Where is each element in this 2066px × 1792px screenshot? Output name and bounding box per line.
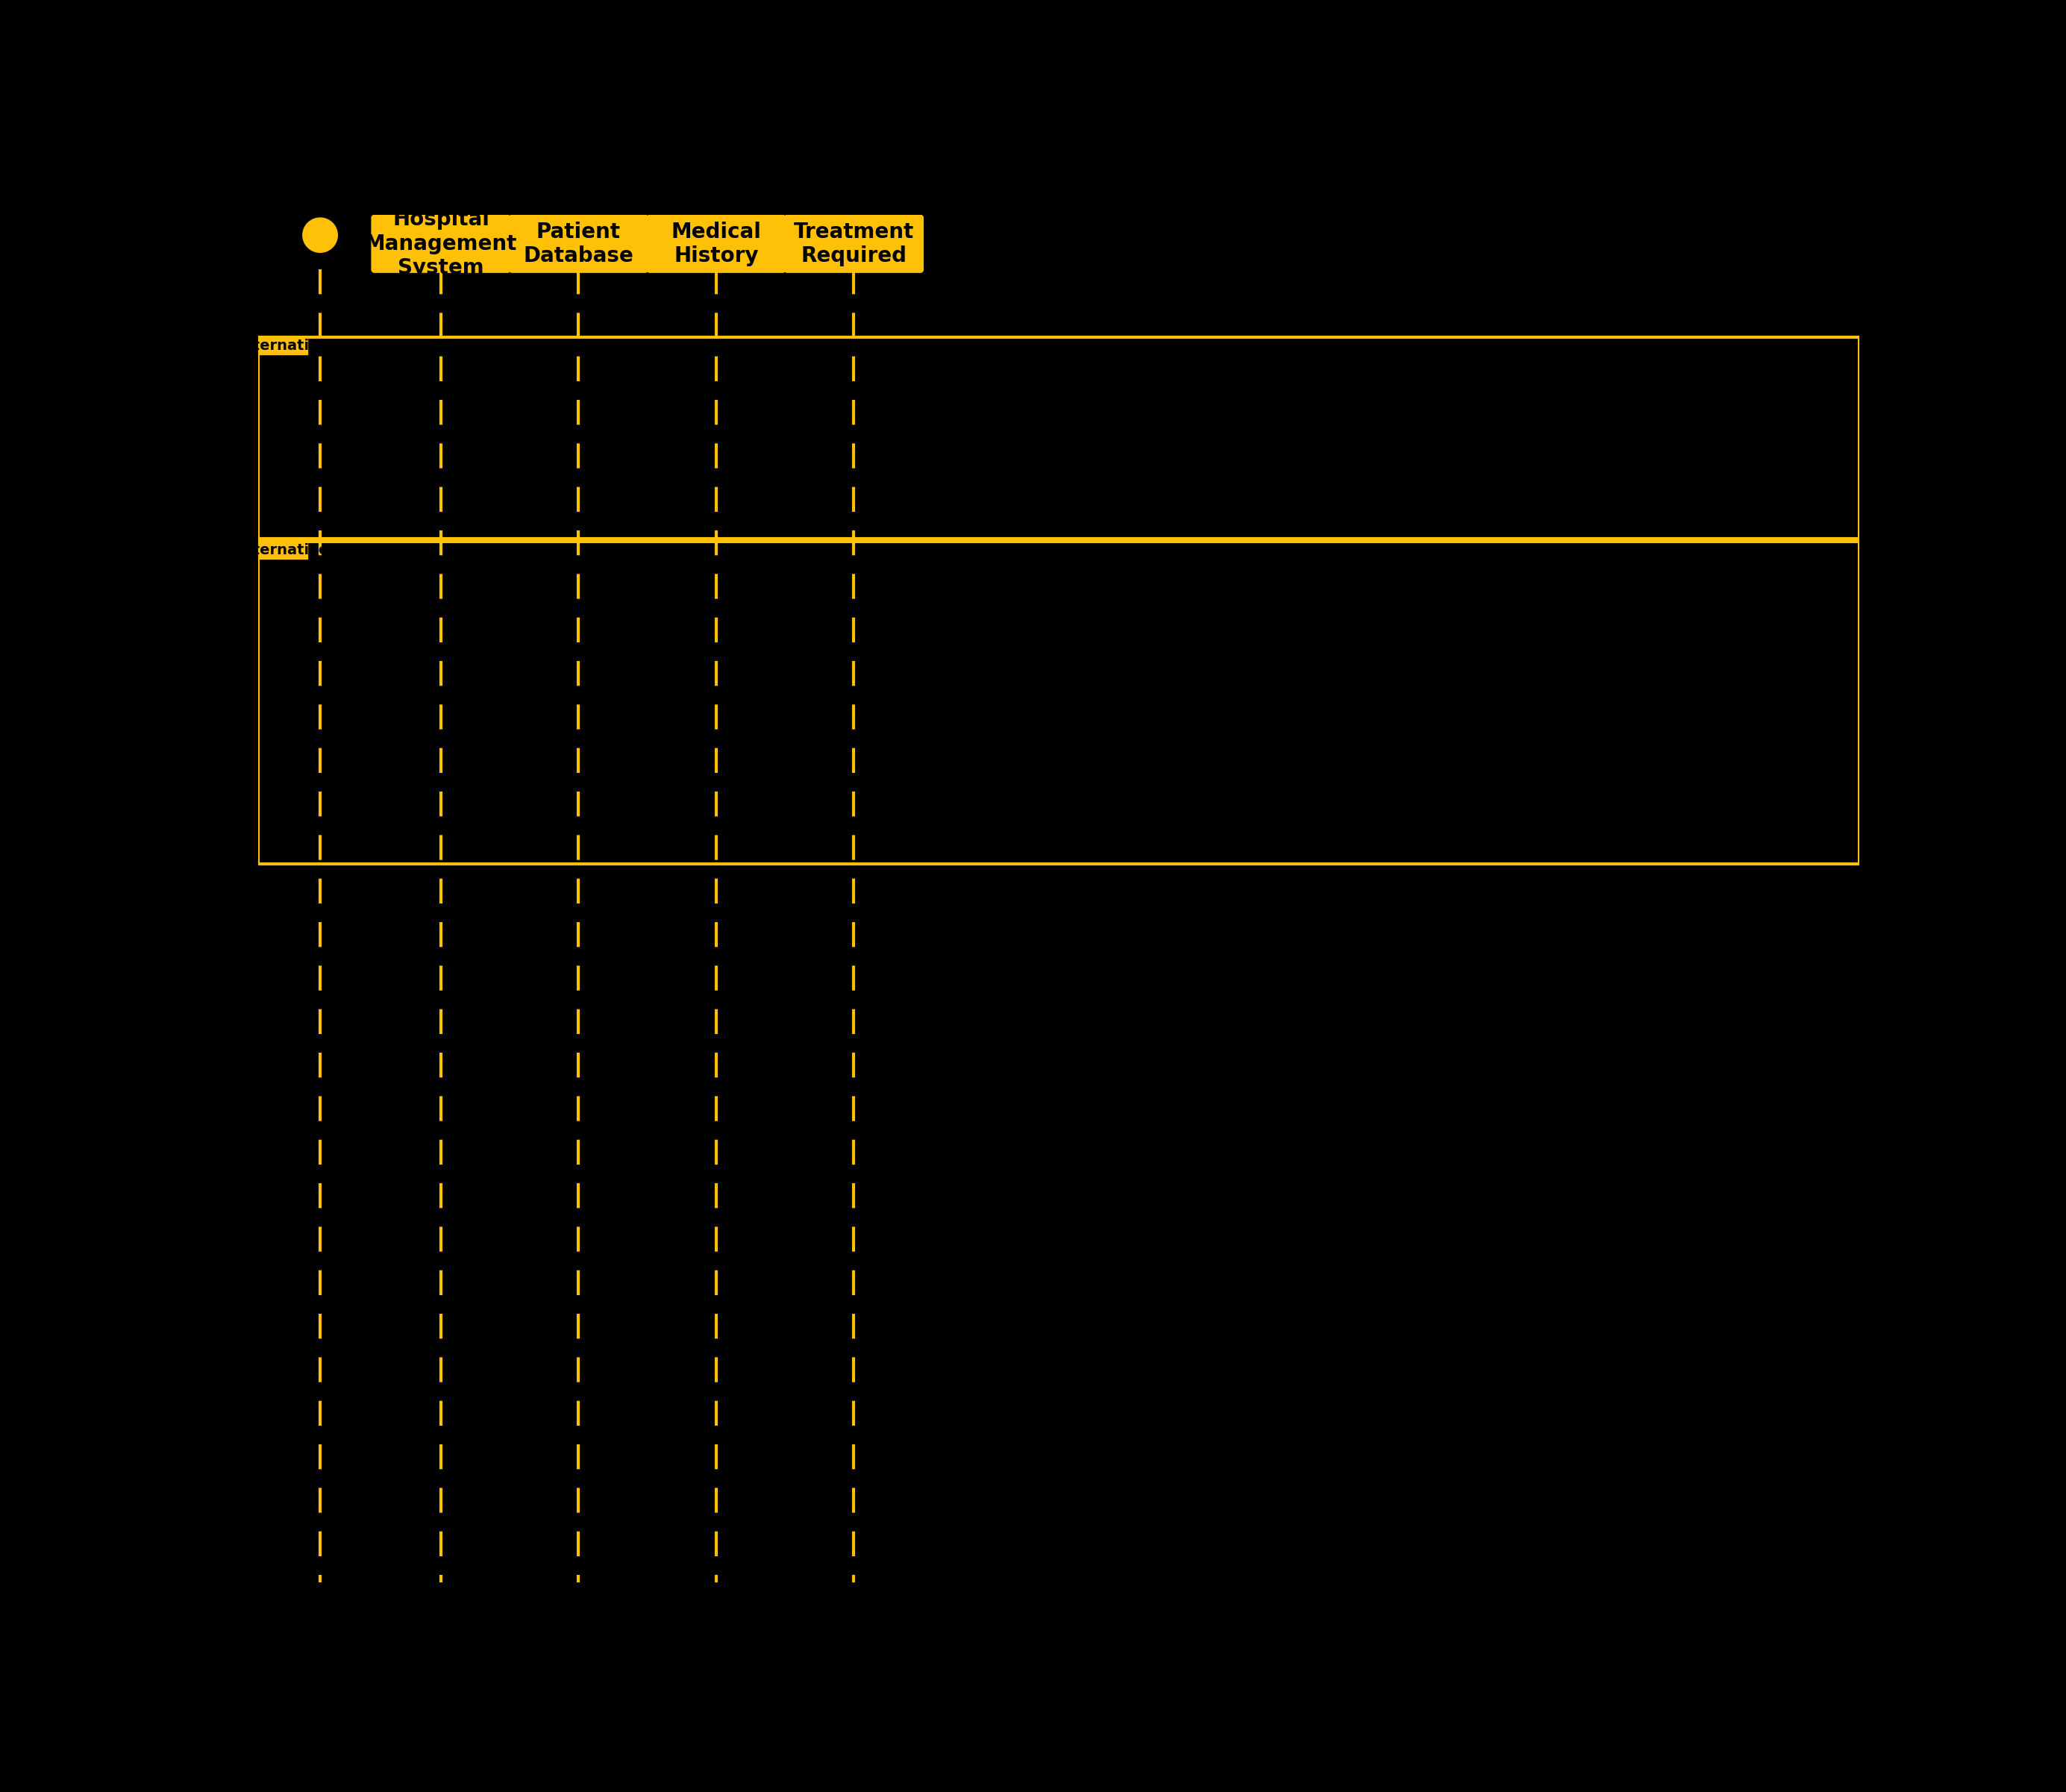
- FancyBboxPatch shape: [510, 215, 647, 272]
- FancyBboxPatch shape: [647, 215, 785, 272]
- Text: Hospital
Management
System: Hospital Management System: [366, 210, 516, 278]
- Text: Alternative: Alternative: [238, 339, 328, 353]
- Text: Treatment
Required: Treatment Required: [793, 220, 913, 267]
- Bar: [258, 541, 1859, 864]
- Bar: [258, 337, 1859, 538]
- FancyBboxPatch shape: [785, 215, 924, 272]
- Text: Patient
Database: Patient Database: [523, 220, 634, 267]
- Bar: [258, 541, 308, 559]
- Bar: [258, 337, 308, 355]
- Text: Medical
History: Medical History: [671, 220, 760, 267]
- Text: Alternative: Alternative: [238, 543, 328, 557]
- Circle shape: [304, 219, 337, 253]
- FancyBboxPatch shape: [372, 215, 510, 272]
